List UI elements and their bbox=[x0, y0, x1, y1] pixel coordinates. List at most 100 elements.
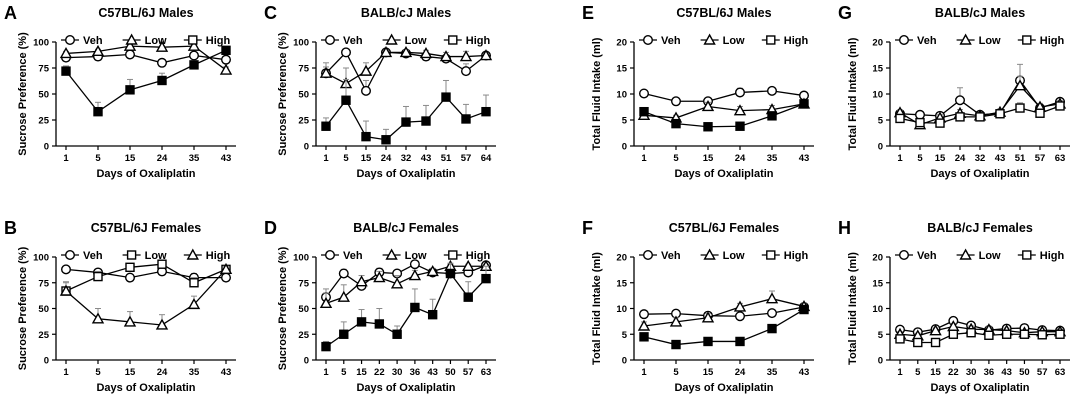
y-tick-label: 0 bbox=[622, 142, 627, 153]
panel-letter: F bbox=[582, 218, 593, 238]
data-point bbox=[341, 95, 351, 105]
legend-marker-circle bbox=[643, 35, 654, 46]
x-tick-label: 35 bbox=[189, 367, 200, 378]
data-point bbox=[765, 292, 779, 304]
data-point bbox=[948, 329, 959, 339]
data-point bbox=[767, 308, 778, 319]
data-point bbox=[220, 272, 231, 283]
legend-label: Veh bbox=[83, 250, 103, 262]
data-point bbox=[1035, 108, 1045, 118]
y-tick-label: 50 bbox=[38, 90, 49, 101]
y-axis-label: Sucrose Preference (%) bbox=[17, 32, 29, 156]
legend-label: Veh bbox=[917, 250, 937, 262]
x-tick-label: 57 bbox=[1037, 367, 1048, 378]
data-point bbox=[975, 112, 985, 122]
x-axis-label: Days of Oxaliplatin bbox=[96, 382, 195, 394]
panel-title: BALB/cJ Males bbox=[935, 6, 1025, 20]
x-tick-label: 32 bbox=[975, 153, 986, 164]
data-point bbox=[373, 271, 386, 283]
data-point bbox=[913, 337, 923, 348]
legend-label: Low bbox=[723, 35, 745, 47]
series-low bbox=[59, 39, 233, 75]
data-point bbox=[930, 337, 941, 348]
data-point bbox=[1013, 79, 1027, 91]
data-point bbox=[915, 109, 926, 120]
legend-marker-square bbox=[1022, 250, 1032, 260]
x-tick-label: 51 bbox=[441, 153, 452, 164]
data-point bbox=[799, 99, 809, 109]
legend-label: High bbox=[1040, 250, 1065, 262]
data-point bbox=[966, 328, 976, 338]
x-tick-label: 63 bbox=[1055, 367, 1066, 378]
x-tick-label: 5 bbox=[95, 153, 101, 164]
series-line bbox=[65, 268, 226, 279]
x-tick-label: 51 bbox=[1015, 153, 1026, 164]
data-point bbox=[123, 39, 137, 51]
series-high bbox=[321, 262, 491, 352]
data-point bbox=[355, 275, 368, 287]
series-veh bbox=[639, 85, 810, 107]
legend-marker-square bbox=[448, 250, 458, 260]
data-point bbox=[701, 100, 715, 112]
x-axis-label: Days of Oxaliplatin bbox=[930, 382, 1029, 394]
series-line bbox=[65, 263, 227, 292]
x-tick-label: 5 bbox=[341, 367, 347, 378]
x-tick-label: 35 bbox=[189, 153, 200, 164]
x-tick-label: 24 bbox=[157, 153, 168, 164]
legend-marker-square bbox=[126, 250, 137, 260]
data-point bbox=[703, 336, 713, 347]
legend-label: Low bbox=[405, 35, 427, 47]
series-low bbox=[319, 45, 493, 89]
panel-title: C57BL/6J Males bbox=[676, 6, 771, 20]
x-tick-label: 63 bbox=[1055, 153, 1066, 164]
legend-marker-circle bbox=[643, 249, 654, 260]
legend: Veh Low High bbox=[639, 33, 809, 47]
legend-marker-circle bbox=[64, 249, 75, 260]
data-point bbox=[124, 272, 135, 283]
data-point bbox=[701, 311, 715, 323]
y-tick-label: 5 bbox=[622, 330, 628, 341]
legend-marker-triangle bbox=[385, 248, 398, 260]
legend-marker-triangle bbox=[385, 33, 398, 45]
data-point bbox=[935, 118, 945, 128]
panel-letter: D bbox=[264, 218, 277, 238]
data-point bbox=[419, 46, 433, 59]
x-tick-label: 5 bbox=[673, 367, 679, 378]
data-point bbox=[59, 46, 73, 59]
y-tick-label: 10 bbox=[616, 90, 627, 101]
data-point bbox=[220, 54, 231, 65]
x-tick-label: 1 bbox=[63, 367, 69, 378]
x-tick-label: 1 bbox=[641, 153, 647, 164]
legend-label: Veh bbox=[343, 250, 363, 262]
series-line bbox=[643, 103, 805, 128]
data-point bbox=[639, 309, 650, 320]
legend-marker-circle bbox=[325, 35, 336, 46]
y-tick-label: 75 bbox=[298, 64, 309, 75]
y-tick-label: 10 bbox=[872, 90, 883, 101]
data-point bbox=[361, 85, 372, 96]
series-line bbox=[643, 90, 805, 102]
data-point bbox=[123, 315, 137, 327]
y-tick-label: 75 bbox=[38, 278, 49, 289]
data-point bbox=[337, 290, 350, 302]
y-tick-label: 75 bbox=[38, 64, 49, 75]
data-point bbox=[799, 304, 809, 315]
data-point bbox=[427, 309, 438, 320]
legend-label: High bbox=[784, 250, 809, 262]
series-line bbox=[899, 332, 1061, 344]
y-tick-label: 20 bbox=[616, 253, 627, 264]
data-point bbox=[189, 278, 199, 288]
y-tick-label: 0 bbox=[304, 356, 309, 367]
series-line bbox=[643, 308, 805, 346]
y-tick-label: 5 bbox=[622, 116, 628, 127]
data-point bbox=[1055, 101, 1065, 111]
data-point bbox=[157, 259, 167, 269]
data-point bbox=[401, 117, 411, 127]
data-point bbox=[319, 66, 333, 78]
x-tick-label: 50 bbox=[1019, 367, 1030, 378]
x-tick-label: 36 bbox=[984, 367, 995, 378]
data-point bbox=[156, 57, 167, 68]
x-tick-label: 5 bbox=[343, 153, 349, 164]
